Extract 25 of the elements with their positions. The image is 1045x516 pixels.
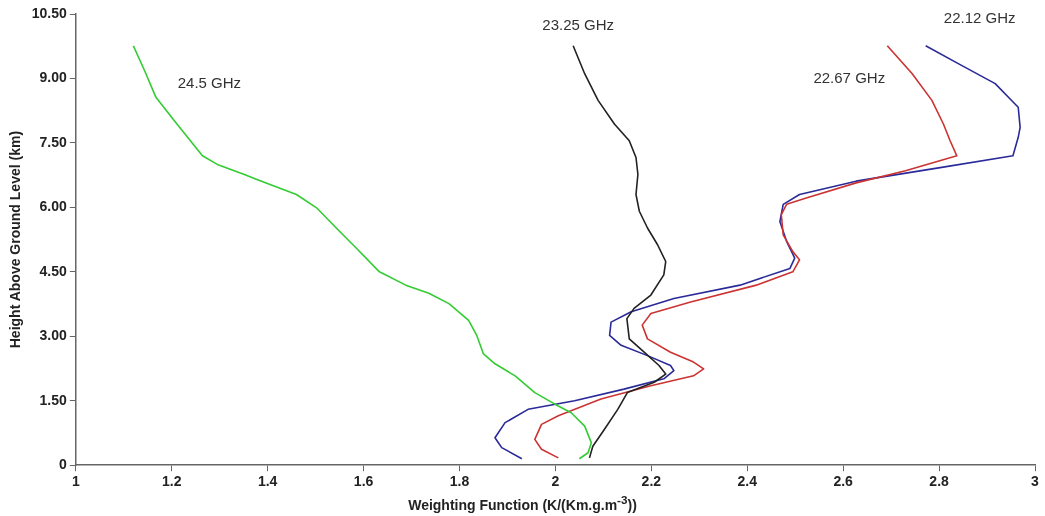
y-tick-label: 4.50: [39, 262, 68, 279]
y-tick-label: 10.50: [31, 4, 68, 21]
x-tick-label: 2.4: [737, 473, 758, 490]
x-tick-label: 2.8: [929, 473, 950, 490]
y-tick-label: 9.00: [39, 69, 68, 86]
x-tick-label: 1: [71, 473, 80, 490]
y-tick-label: 7.50: [39, 133, 68, 150]
y-tick-label: 0: [59, 456, 68, 473]
y-tick-label: 3.00: [39, 327, 68, 344]
y-tick-label: 6.00: [39, 198, 68, 215]
series-label: 22.67 GHz: [813, 68, 886, 86]
y-axis-title: Height Above Ground Level (km): [7, 130, 24, 349]
x-tick-label: 3: [1031, 473, 1040, 490]
x-tick-label: 1.8: [449, 473, 470, 490]
series-label: 23.25 GHz: [542, 15, 615, 33]
x-tick-label: 2.2: [641, 473, 662, 490]
series-label: 22.12 GHz: [943, 8, 1016, 26]
x-axis-title: Weighting Function (K/(Km.g.m$^{-3}$)): [407, 493, 638, 513]
series-label: 24.5 GHz: [177, 73, 242, 91]
y-tick-label: 1.50: [39, 391, 68, 408]
x-tick-label: 2: [551, 473, 560, 490]
x-tick-label: 1.6: [353, 473, 374, 490]
x-tick-label: 2.6: [833, 473, 854, 490]
x-tick-label: 1.2: [162, 473, 182, 490]
x-tick-label: 1.4: [257, 473, 278, 490]
